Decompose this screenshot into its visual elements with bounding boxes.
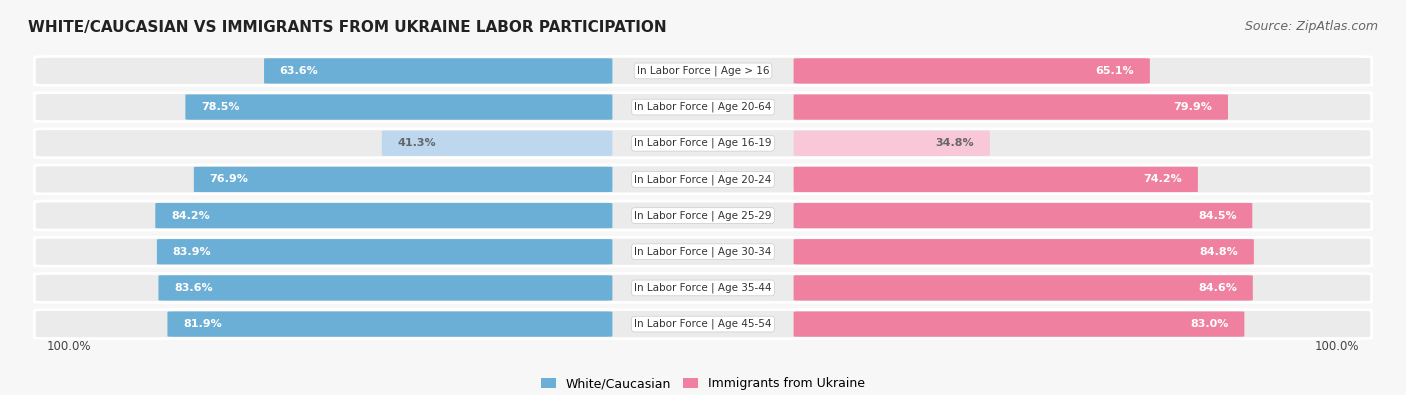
FancyBboxPatch shape — [34, 237, 1372, 266]
FancyBboxPatch shape — [34, 165, 1372, 194]
FancyBboxPatch shape — [793, 131, 990, 156]
Text: In Labor Force | Age 25-29: In Labor Force | Age 25-29 — [634, 210, 772, 221]
FancyBboxPatch shape — [34, 129, 1372, 158]
FancyBboxPatch shape — [34, 92, 1372, 122]
Text: Source: ZipAtlas.com: Source: ZipAtlas.com — [1244, 20, 1378, 33]
Text: 63.6%: 63.6% — [280, 66, 318, 76]
FancyBboxPatch shape — [793, 58, 1150, 84]
FancyBboxPatch shape — [382, 131, 613, 156]
FancyBboxPatch shape — [194, 167, 613, 192]
FancyBboxPatch shape — [34, 273, 1372, 303]
FancyBboxPatch shape — [159, 275, 613, 301]
FancyBboxPatch shape — [167, 311, 613, 337]
FancyBboxPatch shape — [264, 58, 613, 84]
FancyBboxPatch shape — [157, 239, 613, 264]
Text: In Labor Force | Age 16-19: In Labor Force | Age 16-19 — [634, 138, 772, 149]
Text: 84.6%: 84.6% — [1198, 283, 1237, 293]
FancyBboxPatch shape — [34, 201, 1372, 230]
Text: 100.0%: 100.0% — [46, 340, 91, 353]
Text: 41.3%: 41.3% — [398, 138, 436, 148]
Text: 65.1%: 65.1% — [1095, 66, 1135, 76]
Text: In Labor Force | Age 35-44: In Labor Force | Age 35-44 — [634, 283, 772, 293]
Text: 34.8%: 34.8% — [935, 138, 974, 148]
Text: 81.9%: 81.9% — [183, 319, 222, 329]
FancyBboxPatch shape — [155, 203, 613, 228]
Text: 83.9%: 83.9% — [173, 247, 211, 257]
Text: 84.2%: 84.2% — [172, 211, 209, 220]
Text: 83.6%: 83.6% — [174, 283, 212, 293]
Text: In Labor Force | Age 20-24: In Labor Force | Age 20-24 — [634, 174, 772, 185]
Text: 83.0%: 83.0% — [1191, 319, 1229, 329]
FancyBboxPatch shape — [34, 56, 1372, 85]
Text: In Labor Force | Age > 16: In Labor Force | Age > 16 — [637, 66, 769, 76]
Text: 79.9%: 79.9% — [1174, 102, 1212, 112]
FancyBboxPatch shape — [793, 94, 1227, 120]
FancyBboxPatch shape — [793, 239, 1254, 264]
FancyBboxPatch shape — [793, 203, 1253, 228]
FancyBboxPatch shape — [793, 311, 1244, 337]
Legend: White/Caucasian, Immigrants from Ukraine: White/Caucasian, Immigrants from Ukraine — [536, 372, 870, 395]
Text: 84.5%: 84.5% — [1198, 211, 1237, 220]
Text: 84.8%: 84.8% — [1199, 247, 1239, 257]
Text: In Labor Force | Age 45-54: In Labor Force | Age 45-54 — [634, 319, 772, 329]
FancyBboxPatch shape — [793, 167, 1198, 192]
Text: 76.9%: 76.9% — [209, 175, 249, 184]
Text: 78.5%: 78.5% — [201, 102, 239, 112]
Text: In Labor Force | Age 20-64: In Labor Force | Age 20-64 — [634, 102, 772, 112]
Text: In Labor Force | Age 30-34: In Labor Force | Age 30-34 — [634, 246, 772, 257]
Text: WHITE/CAUCASIAN VS IMMIGRANTS FROM UKRAINE LABOR PARTICIPATION: WHITE/CAUCASIAN VS IMMIGRANTS FROM UKRAI… — [28, 20, 666, 35]
Text: 100.0%: 100.0% — [1315, 340, 1360, 353]
Text: 74.2%: 74.2% — [1143, 175, 1182, 184]
FancyBboxPatch shape — [34, 310, 1372, 339]
FancyBboxPatch shape — [186, 94, 613, 120]
FancyBboxPatch shape — [793, 275, 1253, 301]
